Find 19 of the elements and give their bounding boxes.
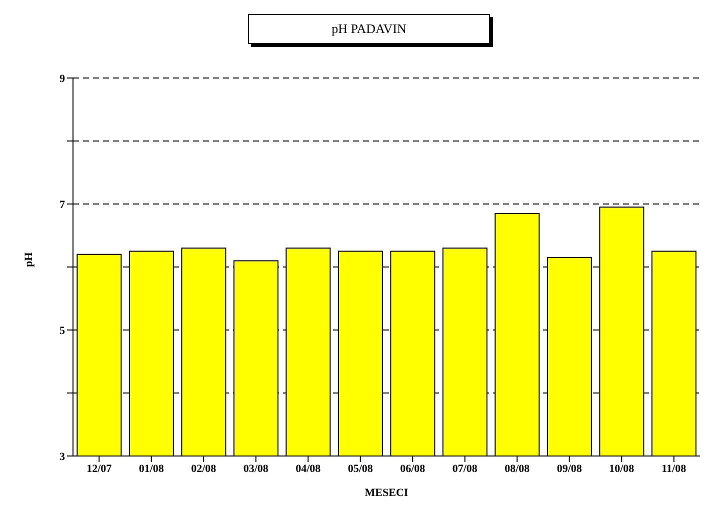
x-tick-label: 07/08 [452, 462, 478, 475]
x-tick-label: 01/08 [138, 462, 164, 475]
x-tick-label: 03/08 [243, 462, 269, 475]
x-tick-label: 10/08 [609, 462, 635, 475]
x-axis-title: MESECI [364, 487, 408, 499]
x-tick-label: 11/08 [662, 462, 687, 475]
chart-title: pH PADAVIN [248, 14, 490, 44]
x-tick-label: 09/08 [556, 462, 582, 475]
x-tick-label: 12/07 [86, 462, 112, 475]
x-tick-label: 04/08 [296, 462, 322, 475]
x-tick-label: 06/08 [400, 462, 426, 475]
y-tick-label: 5 [60, 324, 66, 337]
y-tick-label: 3 [60, 450, 66, 463]
y-axis-title: pH [22, 252, 35, 267]
x-tick-label: 02/08 [191, 462, 217, 475]
x-tick-label: 08/08 [504, 462, 530, 475]
y-tick-label: 9 [60, 72, 66, 85]
y-tick-label: 7 [60, 198, 66, 211]
x-tick-label: 05/08 [348, 462, 374, 475]
